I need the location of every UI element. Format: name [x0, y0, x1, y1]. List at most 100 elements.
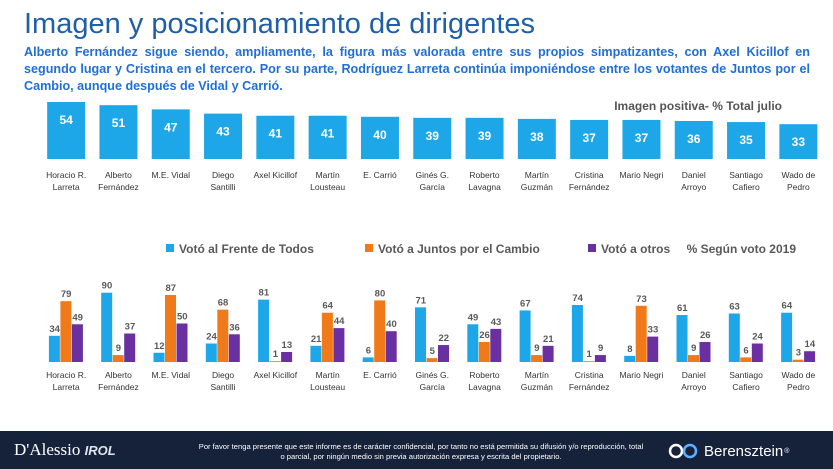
- bar-jxc: [374, 300, 386, 362]
- footer-bar: [0, 431, 833, 469]
- bar-total: [256, 115, 295, 159]
- bar-total-label: 41: [321, 127, 335, 141]
- x-tick-label: Ginés G.: [415, 170, 449, 180]
- bar-total: [517, 118, 556, 159]
- bar-value-label: 64: [782, 301, 793, 312]
- bar-fdt: [467, 324, 479, 362]
- bar-value-label: 1: [587, 349, 593, 360]
- bar-fdt: [415, 307, 426, 362]
- x-tick-label: Cafiero: [732, 182, 760, 192]
- x-tick-label: Guzmán: [521, 382, 553, 392]
- bar-value-label: 73: [636, 294, 647, 305]
- bar-total: [360, 116, 399, 159]
- bar-value-label: 22: [438, 333, 449, 344]
- bar-value-label: 71: [415, 295, 426, 306]
- bar-value-label: 44: [334, 316, 345, 327]
- bar-otros: [228, 334, 240, 362]
- bar-fdt: [258, 299, 270, 362]
- bar-otros: [542, 345, 554, 362]
- x-tick-label: Martín: [316, 370, 340, 380]
- bar-jxc: [583, 361, 595, 362]
- x-tick-label: Alberto: [105, 170, 132, 180]
- bar-value-label: 12: [154, 341, 165, 352]
- x-tick-label: García: [419, 182, 445, 192]
- bar-total: [47, 102, 86, 159]
- bar-total-label: 33: [792, 135, 806, 149]
- bar-otros: [490, 328, 502, 362]
- x-tick-label: Martín: [316, 170, 340, 180]
- bar-fdt: [624, 355, 636, 362]
- x-tick-label: Santiago: [729, 170, 763, 180]
- bar-otros: [699, 341, 711, 362]
- bar-value-label: 26: [700, 330, 711, 341]
- x-tick-label: Santiago: [729, 370, 763, 380]
- bar-value-label: 68: [218, 298, 229, 309]
- bar-otros: [176, 323, 188, 362]
- berensztein-logo: Berensztein ®: [668, 440, 789, 462]
- legend-label: Votó a Juntos por el Cambio: [378, 242, 540, 256]
- bar-fdt: [153, 352, 165, 362]
- bar-jxc: [740, 357, 752, 362]
- bar-jxc: [217, 309, 229, 362]
- legend-swatch: [588, 244, 596, 252]
- legend-label: Votó a otros: [601, 242, 670, 256]
- bar-value-label: 24: [206, 332, 217, 343]
- bar-jxc: [635, 305, 647, 362]
- bar-value-label: 36: [229, 322, 240, 333]
- x-tick-label: Lavagna: [468, 382, 501, 392]
- bar-value-label: 37: [125, 322, 136, 333]
- page-subtitle: Alberto Fernández sigue siendo, ampliame…: [24, 45, 810, 93]
- x-tick-label: Santilli: [211, 182, 236, 192]
- bar-value-label: 9: [534, 343, 539, 354]
- x-tick-label: Alberto: [105, 370, 132, 380]
- bar-value-label: 6: [366, 345, 371, 356]
- bar-otros: [333, 328, 345, 362]
- x-tick-label: Wado de: [781, 370, 815, 380]
- legend-label: Votó al Frente de Todos: [179, 242, 314, 256]
- x-tick-label: Arroyo: [681, 382, 706, 392]
- bar-fdt: [101, 292, 113, 362]
- berensztein-mark-icon: [668, 443, 698, 459]
- bar-value-label: 9: [598, 343, 603, 354]
- bar-fdt: [519, 310, 531, 362]
- x-tick-label: Martín: [525, 370, 549, 380]
- x-tick-label: Diego: [212, 170, 234, 180]
- bar-value-label: 87: [165, 283, 176, 294]
- x-tick-label: Roberto: [469, 370, 500, 380]
- bar-total-label: 47: [164, 120, 178, 134]
- bar-fdt: [205, 343, 217, 362]
- bar-otros: [71, 324, 83, 362]
- bar-value-label: 50: [177, 312, 188, 323]
- bar-jxc: [165, 295, 176, 362]
- bar-total: [308, 115, 347, 159]
- x-tick-label: Axel Kicillof: [254, 370, 298, 380]
- x-tick-label: Daniel: [682, 170, 706, 180]
- bar-total: [779, 124, 818, 159]
- x-tick-label: Ginés G.: [415, 370, 449, 380]
- bar-value-label: 1: [273, 349, 279, 360]
- bar-otros: [438, 345, 449, 362]
- x-tick-label: Horacio R.: [46, 370, 86, 380]
- bar-jxc: [531, 355, 543, 362]
- legend-swatch: [166, 244, 174, 252]
- x-tick-label: Guzmán: [521, 182, 553, 192]
- x-tick-label: Lavagna: [468, 182, 501, 192]
- x-tick-label: Fernández: [98, 182, 139, 192]
- bar-fdt: [781, 312, 793, 362]
- x-tick-label: Cristina: [575, 370, 604, 380]
- bar-total-label: 37: [635, 131, 649, 145]
- bar-value-label: 34: [49, 324, 60, 335]
- bar-value-label: 26: [479, 330, 490, 341]
- bar-value-label: 9: [116, 343, 121, 354]
- bar-value-label: 21: [311, 334, 322, 345]
- x-tick-label: Lousteau: [310, 182, 345, 192]
- x-tick-label: García: [419, 382, 445, 392]
- bar-value-label: 80: [375, 288, 386, 299]
- x-tick-label: Daniel: [682, 370, 706, 380]
- x-tick-label: M.E. Vidal: [151, 370, 190, 380]
- x-tick-label: Pedro: [787, 382, 810, 392]
- bar-value-label: 24: [752, 332, 763, 343]
- bar-value-label: 21: [543, 334, 554, 345]
- bar-jxc: [478, 341, 490, 362]
- chart1-title: Imagen positiva- % Total julio: [614, 99, 782, 113]
